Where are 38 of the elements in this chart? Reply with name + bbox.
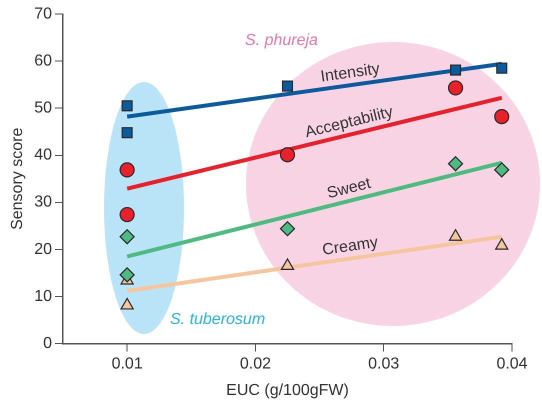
- point: [448, 80, 464, 96]
- point: [282, 80, 294, 92]
- y-tick-label: 70: [34, 5, 52, 22]
- y-tick-label: 10: [34, 288, 52, 305]
- point: [495, 238, 508, 250]
- text: Creamy: [321, 234, 380, 259]
- y-tick-label: 0: [43, 335, 52, 352]
- point: [120, 206, 135, 222]
- y-axis-title: Sensory score: [9, 128, 26, 230]
- y-tick-label: 60: [34, 52, 52, 70]
- y-tick-label: 20: [34, 240, 52, 258]
- point: [448, 229, 462, 241]
- point: [496, 62, 508, 74]
- text: Sweet: [325, 174, 374, 202]
- point: [122, 100, 133, 112]
- point: [120, 229, 135, 244]
- x-axis-title: EUC (g/100gFW): [226, 382, 349, 399]
- x-tick-label: 0.01: [112, 356, 143, 373]
- x-tick-label: 0.02: [240, 356, 272, 373]
- point: [448, 156, 464, 172]
- point: [280, 258, 294, 270]
- y-tick-label: 50: [34, 100, 52, 117]
- x-tick-label: 0.04: [496, 356, 528, 373]
- annotation: S. tuberosum: [170, 311, 266, 329]
- point: [450, 64, 462, 76]
- point: [120, 298, 134, 310]
- point: [494, 109, 510, 124]
- x-tick-label: 0.03: [368, 356, 400, 373]
- point: [120, 162, 135, 178]
- point: [494, 162, 510, 178]
- point: [280, 221, 296, 236]
- point: [120, 267, 135, 282]
- point: [122, 127, 133, 138]
- annotation: S. phureja: [245, 32, 318, 50]
- point: [280, 147, 296, 162]
- y-tick-label: 40: [34, 146, 52, 164]
- text: Intensity: [320, 60, 381, 86]
- y-tick-label: 30: [34, 194, 52, 211]
